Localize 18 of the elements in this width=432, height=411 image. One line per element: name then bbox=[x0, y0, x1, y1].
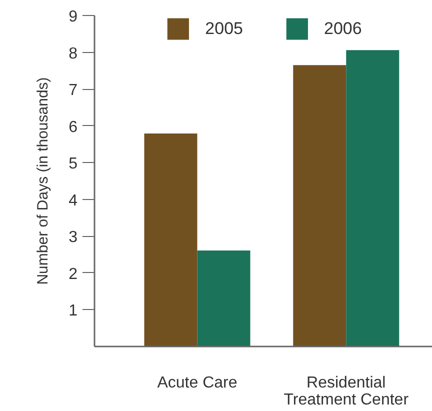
y-tick-label: 9 bbox=[68, 8, 78, 26]
legend-label: 2005 bbox=[205, 18, 243, 38]
y-tick-label: 4 bbox=[68, 192, 78, 210]
y-tick-label: 7 bbox=[68, 82, 78, 100]
y-tick-label: 8 bbox=[68, 45, 78, 62]
y-tick-label: 6 bbox=[68, 118, 78, 136]
bar bbox=[346, 50, 400, 346]
x-tick-label: Residential Treatment Center bbox=[284, 374, 410, 408]
legend-label: 2006 bbox=[324, 18, 362, 38]
y-tick-label: 1 bbox=[68, 302, 78, 320]
y-tick-label: 2 bbox=[68, 266, 78, 283]
y-axis-title: Number of Days (in thousands) bbox=[34, 77, 52, 285]
x-tick-label: Acute Care bbox=[157, 374, 238, 392]
bar bbox=[144, 134, 198, 346]
y-tick-label: 5 bbox=[68, 156, 78, 173]
y-tick-label: 3 bbox=[68, 229, 78, 246]
bar bbox=[293, 65, 346, 346]
bar bbox=[197, 250, 250, 346]
